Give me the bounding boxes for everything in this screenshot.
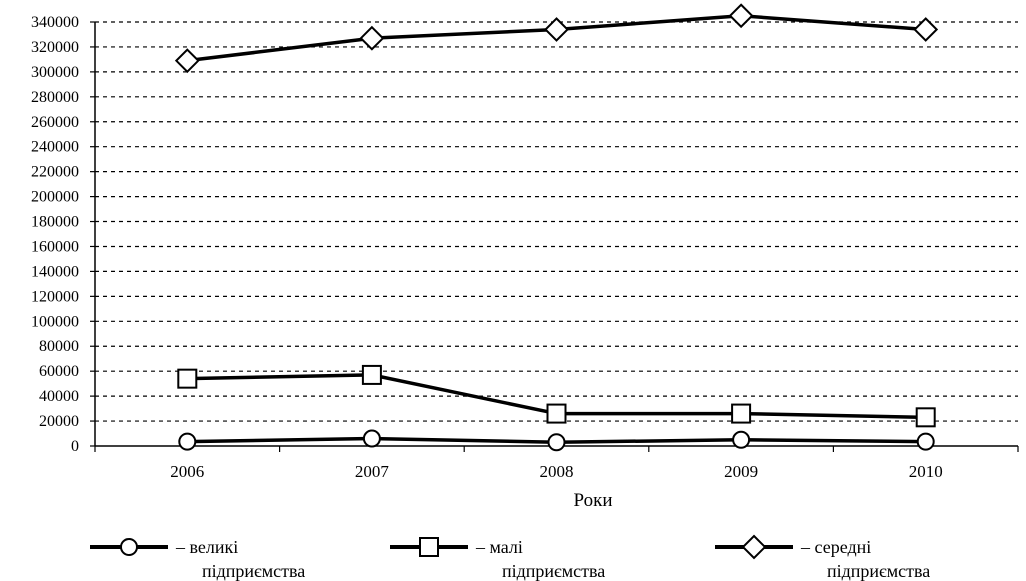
data-point-circle: [916, 432, 935, 451]
legend-label-line2: підприємства: [502, 561, 605, 581]
data-point-circle: [362, 429, 381, 448]
legend-marker-circle: [120, 538, 138, 556]
data-point-square: [546, 403, 567, 424]
data-point-square: [361, 364, 382, 385]
y-tick-label: 0: [71, 438, 79, 455]
legend-marker-square: [419, 537, 439, 557]
legend-item: – малі підприємства: [390, 537, 605, 581]
y-axis-tick-labels: 0 20000 40000 60000 80000 100000 120000 140000 1…: [31, 14, 79, 455]
x-tick-label: 2010: [909, 462, 943, 481]
legend-label: – середні: [800, 537, 871, 557]
y-tick-label: 300000: [31, 64, 79, 81]
y-tick-label: 20000: [39, 413, 79, 430]
x-tick-label: 2009: [724, 462, 758, 481]
legend-marker-diamond: [741, 534, 767, 560]
axes: [94, 22, 1019, 452]
data-point-diamond: [728, 3, 754, 29]
y-tick-label: 100000: [31, 313, 79, 330]
x-axis-tick-labels: 2006 2007 2008 2009 2010: [170, 462, 942, 481]
data-point-circle: [732, 430, 751, 449]
series-square: [177, 364, 936, 428]
x-axis-title: Роки: [574, 490, 613, 511]
y-tick-label: 160000: [31, 238, 79, 255]
legend-label-line2: підприємства: [827, 561, 930, 581]
y-tick-label: 80000: [39, 338, 79, 355]
data-point-circle: [547, 433, 566, 452]
y-tick-label: 260000: [31, 114, 79, 131]
gridlines: [90, 21, 1018, 447]
legend-item: – середні підприємства: [715, 534, 930, 581]
data-point-diamond: [913, 17, 939, 42]
y-tick-label: 60000: [39, 363, 79, 380]
legend-label: – великі: [175, 537, 238, 557]
y-tick-label: 140000: [31, 263, 79, 280]
series-circle: [178, 429, 935, 452]
y-tick-label: 240000: [31, 139, 79, 156]
series: [174, 3, 939, 452]
data-point-circle: [178, 432, 197, 451]
y-tick-label: 120000: [31, 288, 79, 305]
data-point-square: [915, 407, 936, 428]
data-point-diamond: [544, 17, 569, 42]
y-tick-label: 180000: [31, 214, 79, 231]
y-tick-label: 200000: [31, 189, 79, 206]
legend-item: – великі підприємства: [90, 537, 305, 581]
data-point-square: [731, 403, 752, 424]
y-tick-label: 280000: [31, 89, 79, 106]
legend-label: – малі: [475, 537, 523, 557]
data-point-square: [177, 368, 198, 389]
data-point-diamond: [174, 48, 200, 74]
y-tick-label: 320000: [31, 39, 79, 56]
y-tick-label: 220000: [31, 164, 79, 181]
y-tick-label: 340000: [31, 14, 79, 31]
x-tick-label: 2008: [540, 462, 574, 481]
x-tick-label: 2007: [355, 462, 390, 481]
x-tick-label: 2006: [170, 462, 204, 481]
data-point-diamond: [359, 25, 385, 51]
legend-label-line2: підприємства: [202, 561, 305, 581]
series-diamond: [174, 3, 939, 74]
y-tick-label: 40000: [39, 388, 79, 405]
